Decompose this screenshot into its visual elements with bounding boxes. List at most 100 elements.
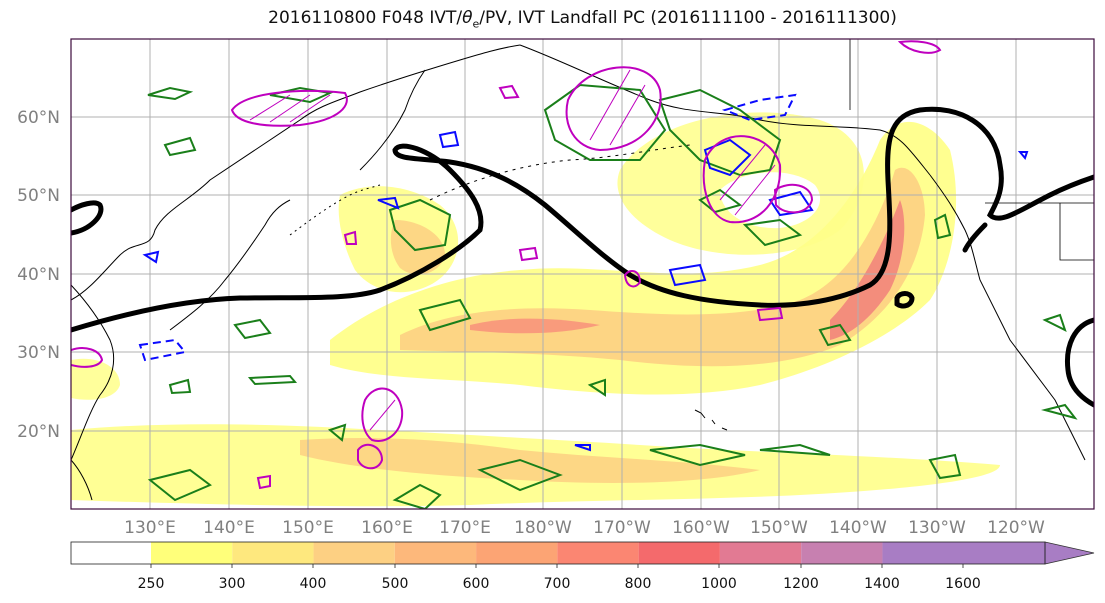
blue-contours [138,93,1029,452]
magenta-contour-1 [230,90,348,127]
green-contours [147,83,1078,509]
green-contour-23 [587,378,606,397]
magenta-contour-14 [256,474,271,490]
lon-label-160e: 160°E [361,518,413,538]
green-contour-24 [247,374,298,386]
gridlines [71,39,1094,509]
black-contour-coast-loop [962,222,988,253]
magenta-contour-10 [343,230,358,245]
colorbar-swatch [719,542,802,564]
lon-label-130w: 130°W [908,518,966,538]
green-contour-12 [327,423,347,442]
green-contour-17 [759,443,831,456]
lat-label-40n: 40°N [17,265,60,285]
green-contour-14 [392,483,442,509]
magenta-contours [71,40,942,490]
colorbar-swatch [232,542,314,564]
colorbar-tick-marks [150,564,964,568]
magenta-contour-3 [702,135,782,224]
green-contour-7 [658,88,782,177]
magenta-contour-5 [361,387,404,442]
coast-korea-china [71,284,115,461]
blue-contour-4 [703,138,752,177]
green-contour-13 [147,468,212,502]
map-frame [70,38,1095,510]
colorbar-label-300: 300 [219,576,246,592]
blue-contour-9 [574,444,591,452]
coast-kuril-islands [289,184,381,236]
magenta-contour-2 [565,66,662,152]
colorbar-swatch [801,542,883,564]
lon-label-140w: 140°W [829,518,887,538]
title-theta: θ [462,8,473,28]
blue-contour-8 [142,250,160,264]
colorbar-swatch [882,542,1045,564]
coast-alaska [519,44,931,176]
magenta-contour-6 [357,443,384,470]
green-contour-19 [933,213,952,240]
colorbar-label-1200: 1200 [783,576,819,592]
lon-label-150w: 150°W [750,518,808,538]
colorbar: 250 300 400 500 600 700 800 1000 1200 14… [70,541,1095,592]
magenta-hatch-3 [719,144,776,216]
black-contour-east-blob [1064,317,1094,408]
blue-contour-7 [138,338,187,362]
ivt-plume-main-mid [400,167,925,367]
green-contour-21 [1041,403,1078,420]
black-contours [71,106,1094,408]
colorbar-outline [70,541,1046,565]
colorbar-label-700: 700 [544,576,571,592]
lon-label-160w: 160°W [672,518,730,538]
colorbar-swatch [394,542,477,564]
green-contour-1 [147,86,194,101]
lon-label-120w: 120°W [987,518,1045,538]
magenta-hatch-2 [589,69,646,146]
lat-label-50n: 50°N [17,186,60,206]
coast-asia-east [71,44,521,301]
colorbar-swatch [557,542,639,564]
magenta-contour-12 [756,306,784,322]
colorbar-tick-labels: 250 300 400 500 600 700 800 1000 1200 14… [138,576,981,592]
colorbar-swatch [71,542,151,564]
colorbar-label-500: 500 [382,576,409,592]
lon-labels: 130°E 140°E 150°E 160°E 170°E 180°W 170°… [124,518,1045,538]
ivt-west-patch [71,358,120,400]
ivt-north-branch-core [390,220,445,275]
colorbar-label-1400: 1400 [864,576,900,592]
colorbar-label-1000: 1000 [701,576,737,592]
colorbar-swatch [638,542,720,564]
black-contour-main [71,106,1094,333]
green-contour-6 [543,83,667,161]
coast-hawaii [694,409,728,431]
green-contour-20 [1042,313,1067,332]
map-panel [71,39,1094,509]
colorbar-label-800: 800 [625,576,652,592]
title-suffix: /PV, IVT Landfall PC (2016111100 - 20161… [479,8,897,28]
lat-label-20n: 20°N [17,422,60,442]
ivt-plume-main-core [470,318,600,334]
green-contour-2 [269,86,334,104]
coast-aleutian-islands [429,144,691,201]
green-contour-5 [418,298,472,332]
lat-label-30n: 30°N [17,343,60,363]
green-contour-15 [649,443,746,467]
blue-contour-5 [668,263,707,287]
blue-contour-1 [438,130,460,149]
lat-labels: 60°N 50°N 40°N 30°N 20°N [17,108,60,442]
colorbar-label-250: 250 [138,576,165,592]
lon-label-150e: 150°E [282,518,334,538]
blue-contour-10 [1017,151,1029,161]
ivt-plume-east-core [830,200,905,340]
coast-philippines [71,459,93,501]
green-contour-22 [928,453,962,480]
blue-contour-6 [768,190,814,217]
black-contour-west-blob [71,200,104,236]
lon-label-170e: 170°E [439,518,491,538]
blue-contour-2 [377,196,400,210]
black-contour-ring [894,291,915,309]
green-contour-8 [698,188,743,214]
green-contour-9 [742,218,803,247]
lon-label-130e: 130°E [124,518,176,538]
coast-japan [169,199,291,331]
